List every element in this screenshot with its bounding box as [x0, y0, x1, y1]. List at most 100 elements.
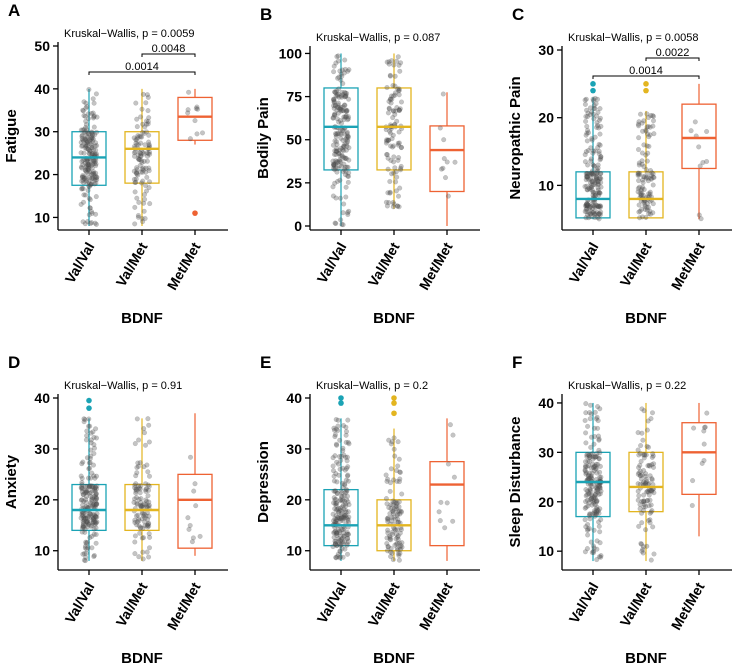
- data-point: [333, 517, 339, 523]
- data-point: [131, 153, 137, 159]
- data-point: [345, 473, 351, 479]
- data-point: [337, 498, 343, 504]
- data-point: [86, 423, 92, 429]
- data-point: [592, 212, 598, 218]
- data-point: [87, 460, 93, 466]
- data-point: [390, 115, 396, 121]
- data-point: [343, 155, 349, 161]
- data-point: [336, 506, 342, 512]
- data-point: [593, 491, 599, 497]
- data-point: [396, 88, 402, 94]
- data-point: [641, 498, 647, 504]
- data-point: [136, 554, 142, 560]
- data-point: [133, 487, 139, 493]
- data-point: [89, 470, 95, 476]
- data-point: [701, 428, 707, 434]
- y-tick-label: 40: [538, 395, 554, 411]
- y-tick-label: 30: [538, 42, 554, 58]
- data-point: [83, 550, 89, 556]
- data-point: [93, 514, 99, 520]
- data-point: [86, 183, 92, 189]
- data-point: [587, 416, 593, 422]
- data-point: [387, 536, 393, 542]
- data-point: [593, 511, 599, 517]
- data-point: [396, 479, 402, 485]
- data-point: [635, 171, 641, 177]
- comparison-bracket: 0.0014: [88, 61, 196, 75]
- data-point: [134, 470, 140, 476]
- data-point: [88, 135, 94, 141]
- data-point: [588, 145, 594, 151]
- data-point: [132, 520, 138, 526]
- data-point: [89, 143, 95, 149]
- data-point: [342, 156, 348, 162]
- data-point: [135, 155, 141, 161]
- data-point: [343, 439, 349, 445]
- data-point: [397, 540, 403, 546]
- data-point: [636, 123, 642, 129]
- data-point: [339, 67, 345, 73]
- data-point: [636, 119, 642, 125]
- data-point: [594, 504, 600, 510]
- data-point: [583, 410, 589, 416]
- outlier-point: [391, 400, 397, 406]
- data-point: [584, 130, 590, 136]
- data-point: [345, 499, 351, 505]
- data-point: [89, 495, 95, 501]
- data-point: [396, 193, 402, 199]
- iqr-box: [323, 87, 359, 171]
- data-point: [597, 484, 603, 490]
- data-point: [138, 151, 144, 157]
- data-point: [91, 171, 97, 177]
- data-point: [584, 454, 590, 460]
- data-point: [587, 205, 593, 211]
- data-point: [587, 180, 593, 186]
- data-point: [345, 472, 351, 478]
- data-point: [389, 550, 395, 556]
- comparison-bracket: 0.0048: [141, 43, 196, 57]
- data-point: [597, 463, 603, 469]
- data-point: [339, 108, 345, 114]
- iqr-box: [575, 451, 611, 518]
- data-point: [440, 165, 446, 171]
- data-point: [597, 175, 603, 181]
- data-point: [346, 514, 352, 520]
- data-point: [147, 151, 153, 157]
- data-point: [79, 158, 85, 164]
- data-point: [334, 517, 340, 523]
- data-point: [83, 522, 89, 528]
- data-point: [394, 512, 400, 518]
- data-point: [339, 535, 345, 541]
- data-point: [332, 102, 338, 108]
- data-point: [94, 501, 100, 507]
- data-point: [199, 130, 205, 136]
- data-point: [332, 151, 338, 157]
- data-point: [334, 169, 340, 175]
- data-point: [593, 492, 599, 498]
- data-point: [341, 533, 347, 539]
- data-point: [588, 204, 594, 210]
- data-point: [138, 114, 144, 120]
- box-group-val-met: [628, 81, 664, 221]
- data-point: [398, 145, 404, 151]
- outlier-point: [391, 395, 397, 401]
- data-point: [341, 201, 347, 207]
- data-point: [592, 134, 598, 140]
- data-point: [91, 493, 97, 499]
- data-point: [647, 124, 653, 130]
- data-point: [647, 191, 653, 197]
- panel-letter: A: [8, 1, 20, 20]
- data-point: [641, 492, 647, 498]
- data-point: [392, 92, 398, 98]
- data-point: [597, 506, 603, 512]
- data-point: [334, 88, 340, 94]
- data-point: [146, 165, 152, 171]
- data-point: [334, 501, 340, 507]
- data-point: [648, 509, 654, 515]
- data-point: [94, 495, 100, 501]
- data-point: [594, 546, 600, 552]
- data-point: [638, 458, 644, 464]
- data-point: [592, 106, 598, 112]
- data-point: [592, 409, 598, 415]
